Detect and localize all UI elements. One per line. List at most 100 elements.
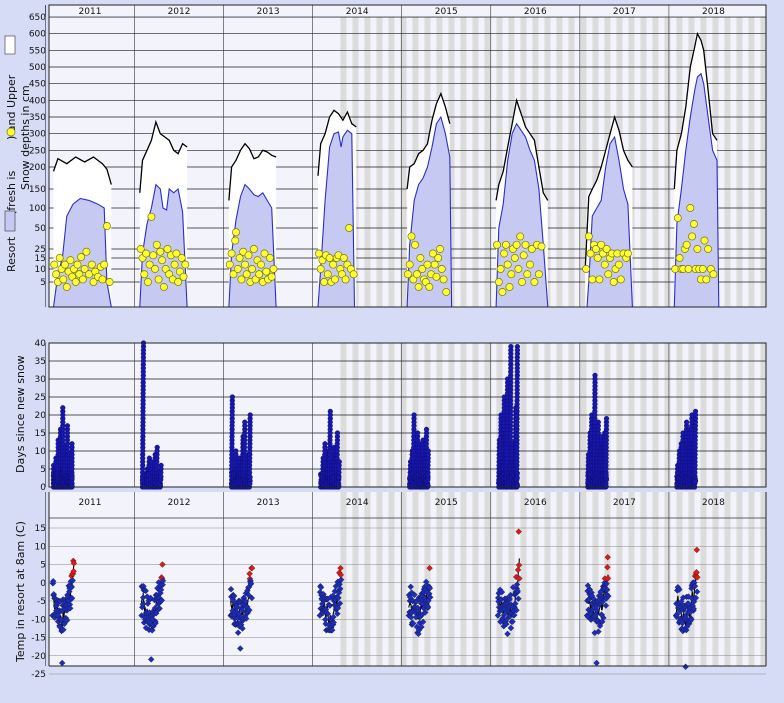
resort-depth-line — [52, 197, 112, 308]
temp-cold-point — [512, 600, 519, 607]
fresh-snow-point — [623, 249, 632, 258]
days-since-snow-point — [327, 408, 333, 415]
depth-year-band — [49, 5, 766, 17]
days-since-snow-point — [334, 430, 341, 436]
fresh-snow-point — [673, 214, 682, 222]
temp-cold-point — [139, 600, 147, 608]
fresh-snow-point — [154, 275, 163, 284]
days-tick-label: 40 — [35, 339, 47, 349]
fresh-snow-point — [411, 240, 420, 249]
fresh-snow-point — [140, 270, 149, 279]
fresh-snow-point — [233, 265, 242, 273]
fresh-snow-point — [73, 260, 82, 269]
resort-depth-line — [673, 72, 720, 308]
temp-cold-point — [693, 588, 701, 595]
fresh-snow-point — [269, 265, 278, 273]
depth-shade-stripe — [448, 5, 455, 307]
fresh-snow-point — [89, 278, 98, 286]
fresh-snow-point — [686, 204, 695, 212]
temp-cold-point — [330, 619, 337, 626]
days-since-snow-point — [336, 483, 342, 489]
temp-shade-stripe — [388, 492, 395, 666]
depth-shade-stripe — [652, 5, 659, 307]
resort-legend-swatch — [4, 210, 16, 232]
temp-year-label: 2016 — [524, 498, 547, 508]
fresh-snow-point — [516, 232, 525, 241]
depth-shade-stripe — [388, 5, 395, 307]
fresh-snow-point — [600, 260, 609, 269]
fresh-snow-point — [237, 275, 246, 284]
temp-cold-point — [334, 610, 341, 617]
temp-tick-label: -15 — [31, 634, 46, 644]
temp-cold-point — [49, 578, 57, 585]
temp-cold-point — [411, 591, 418, 598]
depth-year-label: 2013 — [257, 7, 280, 17]
temp-shade-stripe — [352, 492, 359, 666]
temp-shade-stripe — [712, 492, 719, 666]
days-since-snow-point — [423, 426, 430, 433]
depth-year-label: 2016 — [524, 7, 547, 17]
fresh-snow-point — [158, 256, 167, 265]
days-since-snow-point — [683, 419, 690, 425]
temp-cold-point — [426, 594, 434, 601]
days-since-snow-panel: 0 5 10 15 20 25 30 35 40 — [35, 339, 767, 493]
temp-tick-label: -5 — [37, 597, 46, 607]
temp-warm-point — [514, 566, 522, 574]
fresh-snow-point — [537, 242, 546, 251]
temp-cold-point — [248, 594, 256, 602]
fresh-snow-point — [71, 278, 80, 286]
fresh-legend-swatch — [6, 127, 16, 137]
temp-warm-point — [337, 564, 344, 572]
depth-tick-label: 250 — [29, 146, 46, 156]
fresh-snow-point — [519, 251, 528, 260]
days-tick-label: 25 — [35, 393, 46, 403]
temp-shade-stripe — [556, 492, 563, 666]
fresh-snow-point — [403, 270, 412, 279]
temp-shade-stripe — [748, 492, 755, 666]
fresh-snow-point — [700, 236, 709, 245]
fresh-snow-point — [170, 260, 179, 269]
depth-tick-label: 350 — [29, 113, 46, 123]
fresh-snow-point — [260, 249, 269, 258]
days-since-snow-point — [514, 475, 520, 481]
days-since-snow-point — [64, 423, 71, 429]
fresh-snow-point — [510, 254, 519, 262]
depth-shade-stripe — [640, 5, 647, 307]
days-since-snow-point — [233, 448, 239, 454]
fresh-snow-point — [255, 270, 264, 279]
temp-cold-point — [242, 615, 250, 622]
temp-year-label: 2013 — [257, 498, 280, 508]
temp-ylabel: Temp in resort at 8am (C) — [14, 521, 27, 663]
fresh-snow-point — [174, 278, 183, 286]
fresh-snow-point — [80, 265, 89, 273]
temp-shade-stripe — [532, 492, 539, 666]
temp-cold-point — [409, 620, 417, 627]
fresh-snow-point — [412, 270, 421, 279]
temp-shade-stripe — [568, 492, 575, 666]
days-tick-label: 20 — [35, 411, 47, 421]
temp-cold-point — [61, 620, 68, 628]
upper-depth-line — [406, 91, 451, 190]
fresh-snow-point — [147, 212, 156, 221]
fresh-snow-point — [527, 245, 536, 253]
temp-warm-point — [516, 575, 523, 582]
temp-shade-stripe — [616, 492, 623, 666]
fresh-snow-point — [87, 260, 96, 269]
temp-cold-point — [424, 603, 432, 611]
fresh-snow-point — [593, 254, 602, 262]
depth-tick-label: 50 — [35, 224, 47, 234]
depth-year-label: 2017 — [613, 7, 636, 17]
depth-tick-label: 200 — [29, 163, 46, 173]
fresh-snow-point — [616, 275, 625, 284]
fresh-snow-point — [248, 265, 257, 273]
temp-shade-stripe — [364, 492, 371, 666]
temp-cold-point — [159, 581, 166, 588]
temp-cold-point — [509, 618, 516, 625]
temp-shade-stripe — [736, 492, 743, 666]
depth-year-label: 2015 — [435, 7, 458, 17]
temp-cold-point — [234, 629, 242, 636]
fresh-snow-point — [588, 275, 597, 284]
fresh-snow-point — [432, 272, 441, 281]
fresh-snow-point — [688, 232, 697, 241]
temp-cold-point — [504, 630, 511, 638]
